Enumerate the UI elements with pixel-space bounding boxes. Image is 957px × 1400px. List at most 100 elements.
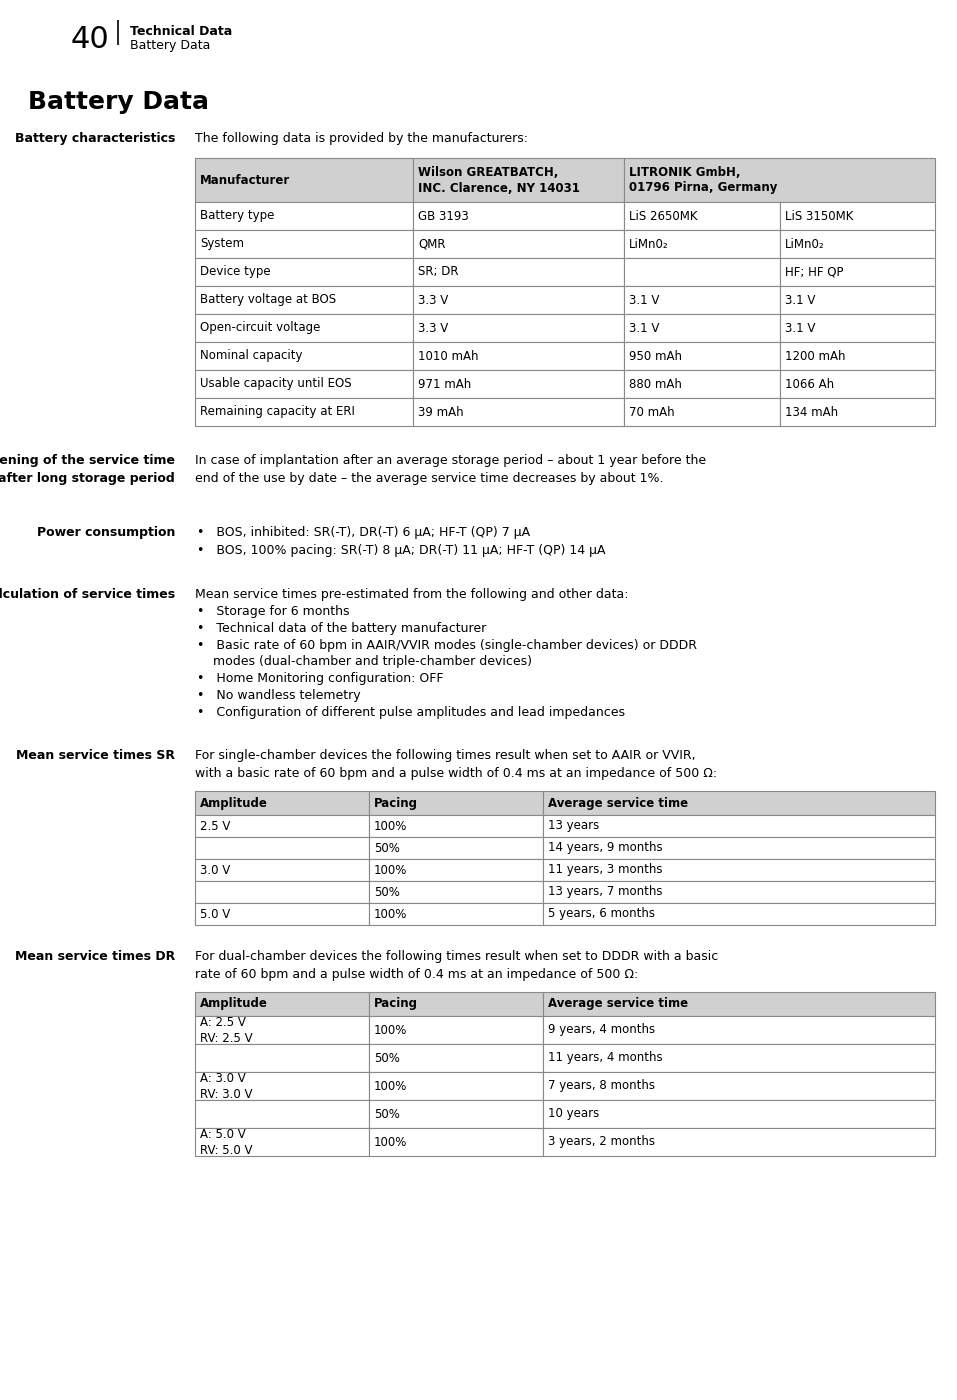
Bar	[543, 993, 935, 1016]
Text: •   BOS, inhibited: SR(-T), DR(-T) 6 µA; HF-T (QP) 7 µA: • BOS, inhibited: SR(-T), DR(-T) 6 µA; H…	[197, 526, 530, 539]
Bar	[780, 230, 935, 258]
Text: •   Home Monitoring configuration: OFF: • Home Monitoring configuration: OFF	[197, 672, 443, 685]
Text: •   No wandless telemetry: • No wandless telemetry	[197, 689, 361, 701]
Text: Average service time: Average service time	[547, 797, 688, 809]
Bar	[780, 286, 935, 314]
Bar	[543, 1128, 935, 1156]
Bar	[624, 258, 780, 286]
Text: Amplitude: Amplitude	[200, 997, 268, 1011]
Text: 40: 40	[71, 25, 109, 55]
Bar	[543, 1100, 935, 1128]
Bar	[368, 1128, 543, 1156]
Text: 70 mAh: 70 mAh	[629, 406, 675, 419]
Text: 2.5 V: 2.5 V	[200, 819, 231, 833]
Bar	[195, 993, 368, 1016]
Text: 10 years: 10 years	[547, 1107, 599, 1120]
Bar	[195, 370, 413, 398]
Text: 3.1 V: 3.1 V	[785, 294, 815, 307]
Text: 134 mAh: 134 mAh	[785, 406, 837, 419]
Bar	[413, 342, 624, 370]
Text: A: 2.5 V
RV: 2.5 V: A: 2.5 V RV: 2.5 V	[200, 1015, 253, 1044]
Bar	[195, 1100, 368, 1128]
Text: 950 mAh: 950 mAh	[629, 350, 682, 363]
Text: modes (dual-chamber and triple-chamber devices): modes (dual-chamber and triple-chamber d…	[213, 655, 532, 668]
Text: 100%: 100%	[374, 1079, 408, 1092]
Bar	[195, 881, 368, 903]
Bar	[368, 1044, 543, 1072]
Text: Mean service times DR: Mean service times DR	[14, 951, 175, 963]
Bar	[780, 342, 935, 370]
Text: For dual-chamber devices the following times result when set to DDDR with a basi: For dual-chamber devices the following t…	[195, 951, 719, 981]
Text: Average service time: Average service time	[547, 997, 688, 1011]
Bar	[368, 1072, 543, 1100]
Bar	[368, 1016, 543, 1044]
Bar	[195, 1072, 368, 1100]
Text: Mean service times pre-estimated from the following and other data:: Mean service times pre-estimated from th…	[195, 588, 629, 601]
Bar	[195, 202, 413, 230]
Text: 50%: 50%	[374, 886, 400, 899]
Bar	[543, 815, 935, 837]
Bar	[543, 1072, 935, 1100]
Text: •   Technical data of the battery manufacturer: • Technical data of the battery manufact…	[197, 622, 486, 636]
Text: 100%: 100%	[374, 864, 408, 876]
Bar	[543, 837, 935, 860]
Bar	[413, 286, 624, 314]
Bar	[195, 815, 368, 837]
Text: GB 3193: GB 3193	[418, 210, 469, 223]
Bar	[543, 903, 935, 925]
Bar	[624, 398, 780, 426]
Text: •   BOS, 100% pacing: SR(-T) 8 µA; DR(-T) 11 µA; HF-T (QP) 14 µA: • BOS, 100% pacing: SR(-T) 8 µA; DR(-T) …	[197, 545, 606, 557]
Text: Battery Data: Battery Data	[28, 90, 209, 113]
Bar	[413, 370, 624, 398]
Text: Nominal capacity: Nominal capacity	[200, 350, 302, 363]
Text: 3.3 V: 3.3 V	[418, 294, 449, 307]
Bar	[195, 286, 413, 314]
Text: •   Storage for 6 months: • Storage for 6 months	[197, 605, 349, 617]
Text: Open-circuit voltage: Open-circuit voltage	[200, 322, 321, 335]
Bar	[368, 993, 543, 1016]
Text: Amplitude: Amplitude	[200, 797, 268, 809]
Text: 50%: 50%	[374, 1107, 400, 1120]
Text: 39 mAh: 39 mAh	[418, 406, 464, 419]
Text: Device type: Device type	[200, 266, 271, 279]
Text: 5.0 V: 5.0 V	[200, 907, 231, 921]
Text: Manufacturer: Manufacturer	[200, 174, 290, 186]
Text: 971 mAh: 971 mAh	[418, 378, 472, 391]
Text: 3 years, 2 months: 3 years, 2 months	[547, 1135, 655, 1148]
Bar	[195, 903, 368, 925]
Bar	[195, 1044, 368, 1072]
Text: Battery voltage at BOS: Battery voltage at BOS	[200, 294, 336, 307]
Text: 3.1 V: 3.1 V	[629, 294, 659, 307]
Bar	[413, 158, 624, 202]
Text: A: 5.0 V
RV: 5.0 V: A: 5.0 V RV: 5.0 V	[200, 1127, 253, 1156]
Text: 3.3 V: 3.3 V	[418, 322, 449, 335]
Text: •   Basic rate of 60 bpm in AAIR/VVIR modes (single-chamber devices) or DDDR: • Basic rate of 60 bpm in AAIR/VVIR mode…	[197, 638, 697, 652]
Bar	[195, 837, 368, 860]
Text: 13 years: 13 years	[547, 819, 599, 833]
Text: 3.1 V: 3.1 V	[629, 322, 659, 335]
Text: 50%: 50%	[374, 841, 400, 854]
Text: LiMn0₂: LiMn0₂	[785, 238, 824, 251]
Text: Battery characteristics: Battery characteristics	[14, 132, 175, 146]
Bar	[195, 158, 413, 202]
Bar	[543, 791, 935, 815]
Text: SR; DR: SR; DR	[418, 266, 458, 279]
Text: 11 years, 4 months: 11 years, 4 months	[547, 1051, 662, 1064]
Bar	[195, 258, 413, 286]
Text: 100%: 100%	[374, 1135, 408, 1148]
Text: A: 3.0 V
RV: 3.0 V: A: 3.0 V RV: 3.0 V	[200, 1071, 253, 1100]
Text: 880 mAh: 880 mAh	[629, 378, 682, 391]
Bar	[413, 314, 624, 342]
Bar	[195, 398, 413, 426]
Bar	[413, 398, 624, 426]
Text: 7 years, 8 months: 7 years, 8 months	[547, 1079, 655, 1092]
Bar	[543, 860, 935, 881]
Text: 9 years, 4 months: 9 years, 4 months	[547, 1023, 655, 1036]
Bar	[368, 903, 543, 925]
Text: Remaining capacity at ERI: Remaining capacity at ERI	[200, 406, 355, 419]
Text: Battery type: Battery type	[200, 210, 275, 223]
Text: Wilson GREATBATCH,
INC. Clarence, NY 14031: Wilson GREATBATCH, INC. Clarence, NY 140…	[418, 165, 580, 195]
Bar	[368, 881, 543, 903]
Text: System: System	[200, 238, 244, 251]
Bar	[624, 230, 780, 258]
